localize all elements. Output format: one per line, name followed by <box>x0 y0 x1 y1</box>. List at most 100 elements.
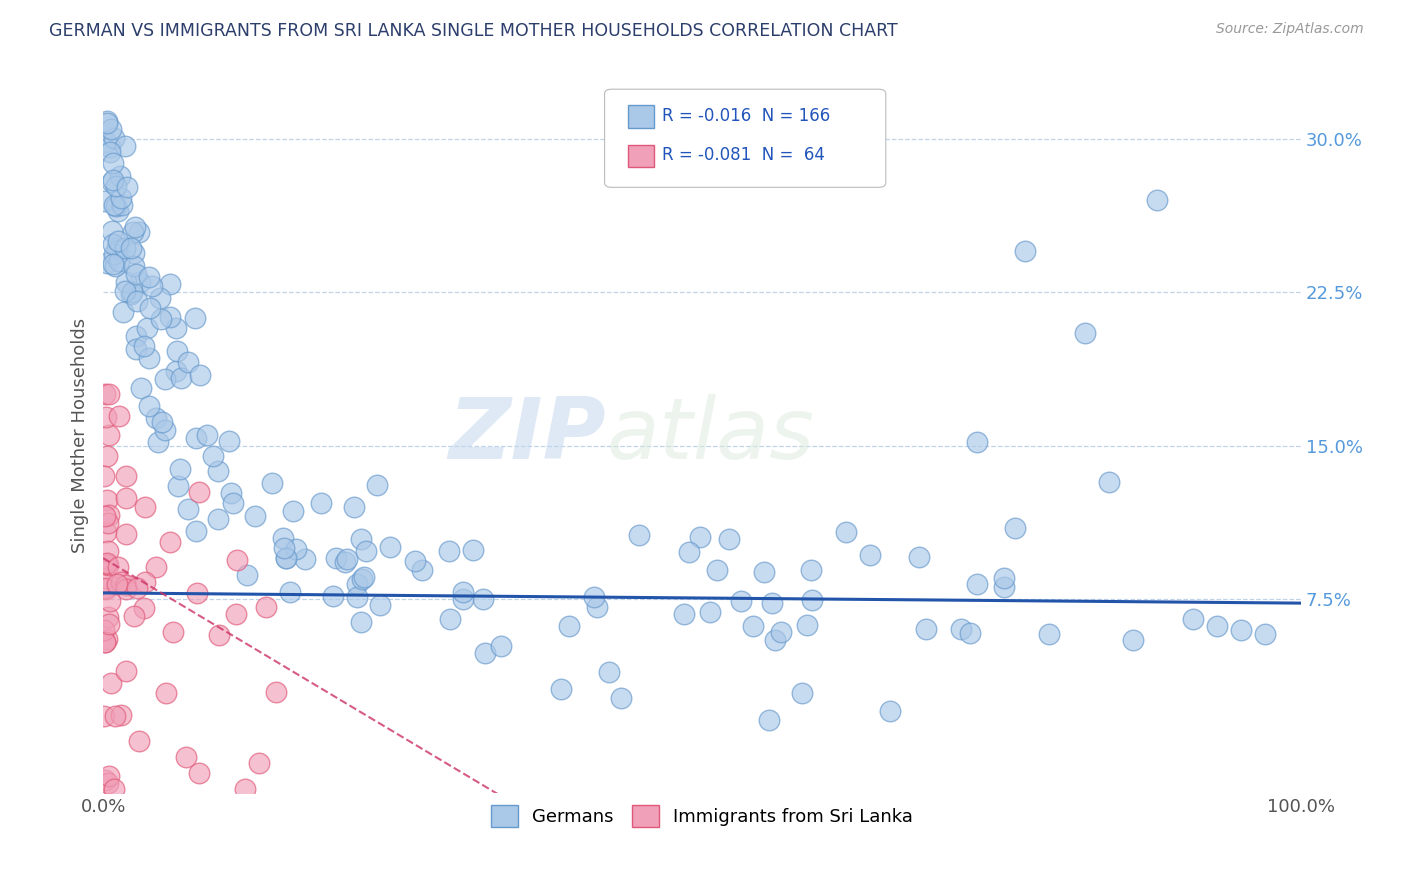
Point <box>966 576 988 591</box>
Point <box>281 504 304 518</box>
Point <box>184 431 207 445</box>
Point <box>138 399 160 413</box>
Point <box>1254 627 1277 641</box>
Point <box>127 581 149 595</box>
Point <box>378 541 401 555</box>
Point <box>96 116 118 130</box>
Point <box>699 605 721 619</box>
Point <box>235 568 257 582</box>
Point <box>368 598 391 612</box>
Point <box>125 293 148 308</box>
Point <box>107 234 129 248</box>
Point <box>114 469 136 483</box>
Point <box>108 253 131 268</box>
Point <box>93 194 115 208</box>
Point <box>134 500 156 515</box>
Point <box>325 550 347 565</box>
Point <box>411 563 433 577</box>
Point <box>463 543 485 558</box>
Point <box>273 541 295 555</box>
Point <box>346 577 368 591</box>
Point <box>139 301 162 315</box>
Point <box>730 594 752 608</box>
Point <box>97 609 120 624</box>
Point <box>689 530 711 544</box>
Point <box>103 131 125 145</box>
Point <box>761 596 783 610</box>
Point <box>100 676 122 690</box>
Point <box>309 496 332 510</box>
Point <box>103 156 125 170</box>
Point <box>226 553 249 567</box>
Point <box>100 224 122 238</box>
Point <box>343 500 366 514</box>
Point <box>474 646 496 660</box>
Point <box>336 552 359 566</box>
Point <box>122 225 145 239</box>
Point <box>706 563 728 577</box>
Point <box>97 516 120 531</box>
Point <box>115 527 138 541</box>
Point <box>110 169 132 183</box>
Point <box>174 749 197 764</box>
Point <box>94 557 117 571</box>
Point <box>354 543 377 558</box>
Point <box>264 685 287 699</box>
Point <box>582 590 605 604</box>
Point <box>350 573 373 587</box>
Point <box>672 607 695 621</box>
Point <box>110 197 132 211</box>
Point <box>145 411 167 425</box>
Point <box>124 220 146 235</box>
Point <box>114 139 136 153</box>
Point <box>184 311 207 326</box>
Point <box>835 524 858 539</box>
Point <box>322 589 344 603</box>
Point <box>125 342 148 356</box>
Point <box>149 291 172 305</box>
Point <box>207 511 229 525</box>
Point <box>96 493 118 508</box>
Text: R = -0.081  N =  64: R = -0.081 N = 64 <box>662 146 825 164</box>
Point <box>98 140 121 154</box>
Point <box>120 242 142 256</box>
Text: ZIP: ZIP <box>449 394 606 477</box>
Point <box>245 509 267 524</box>
Point <box>97 776 120 790</box>
Point <box>167 478 190 492</box>
Point <box>125 329 148 343</box>
Point <box>1004 521 1026 535</box>
Point <box>153 372 176 386</box>
Point <box>165 364 187 378</box>
Point <box>120 286 142 301</box>
Point <box>489 639 512 653</box>
Point <box>346 591 368 605</box>
Point <box>801 592 824 607</box>
Point <box>97 617 120 632</box>
Point <box>125 267 148 281</box>
Point <box>472 591 495 606</box>
Point <box>129 275 152 289</box>
Point <box>186 586 208 600</box>
Point <box>763 632 786 647</box>
Point <box>170 371 193 385</box>
Point <box>145 560 167 574</box>
Point <box>1074 326 1097 340</box>
Point <box>114 664 136 678</box>
Point <box>97 543 120 558</box>
Point <box>1122 632 1144 647</box>
Point <box>550 681 572 696</box>
Point <box>350 532 373 546</box>
Point <box>94 508 117 523</box>
Point <box>404 554 426 568</box>
Point <box>101 236 124 251</box>
Point <box>94 635 117 649</box>
Point <box>105 239 128 253</box>
Point <box>146 435 169 450</box>
Point <box>110 707 132 722</box>
Point <box>260 476 283 491</box>
Point <box>114 241 136 255</box>
Point <box>115 180 138 194</box>
Point <box>98 594 121 608</box>
Point <box>610 690 633 705</box>
